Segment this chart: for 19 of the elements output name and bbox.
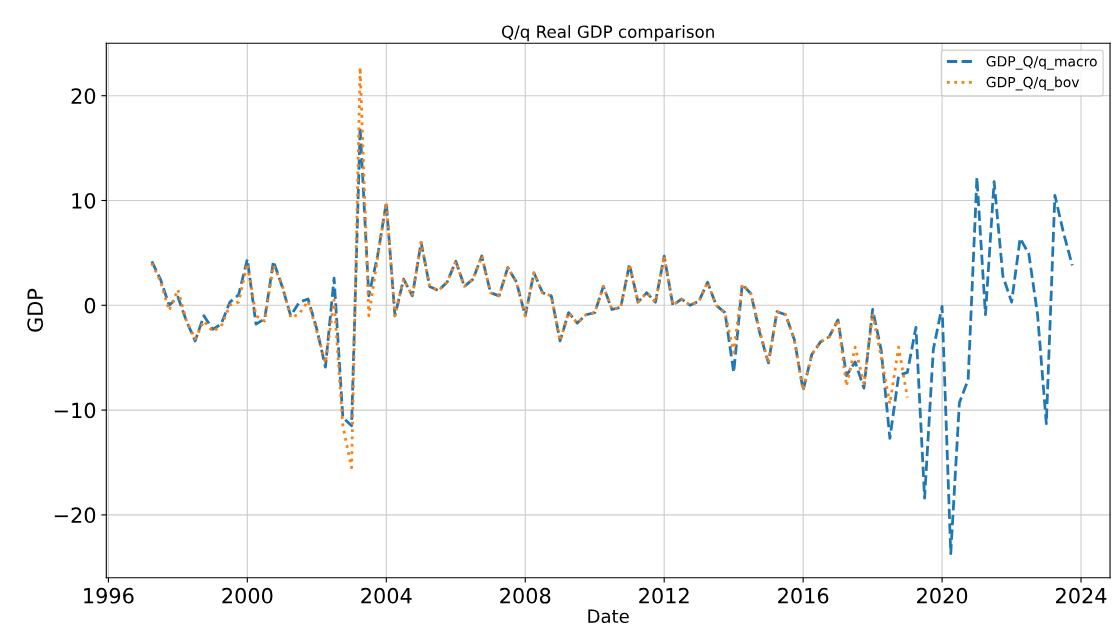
x-axis-title: Date bbox=[588, 609, 629, 624]
y-tick-label: −20 bbox=[54, 507, 96, 524]
x-tick-label: 2020 bbox=[917, 587, 968, 604]
x-tick-label: 2012 bbox=[639, 587, 689, 604]
legend-label: GDP_Q/q_macro bbox=[986, 56, 1097, 70]
x-tick-label: 2004 bbox=[361, 587, 412, 604]
y-tick-label: 10 bbox=[72, 192, 96, 209]
x-tick-label: 2024 bbox=[1056, 587, 1107, 604]
y-tick-label: 0 bbox=[84, 297, 96, 314]
y-axis-title: GDP bbox=[27, 288, 44, 332]
x-tick-label: 1996 bbox=[84, 587, 134, 604]
x-tick-label: 2008 bbox=[500, 587, 551, 604]
x-tick-label: 2000 bbox=[222, 587, 273, 604]
y-tick-label: −10 bbox=[54, 402, 96, 419]
chart-title: Q/q Real GDP comparison bbox=[501, 25, 714, 42]
legend-label: GDP_Q/q_bov bbox=[986, 76, 1080, 91]
y-tick-label: 20 bbox=[71, 88, 96, 104]
line-series bbox=[150, 66, 909, 470]
x-tick-label: 2016 bbox=[778, 587, 829, 604]
